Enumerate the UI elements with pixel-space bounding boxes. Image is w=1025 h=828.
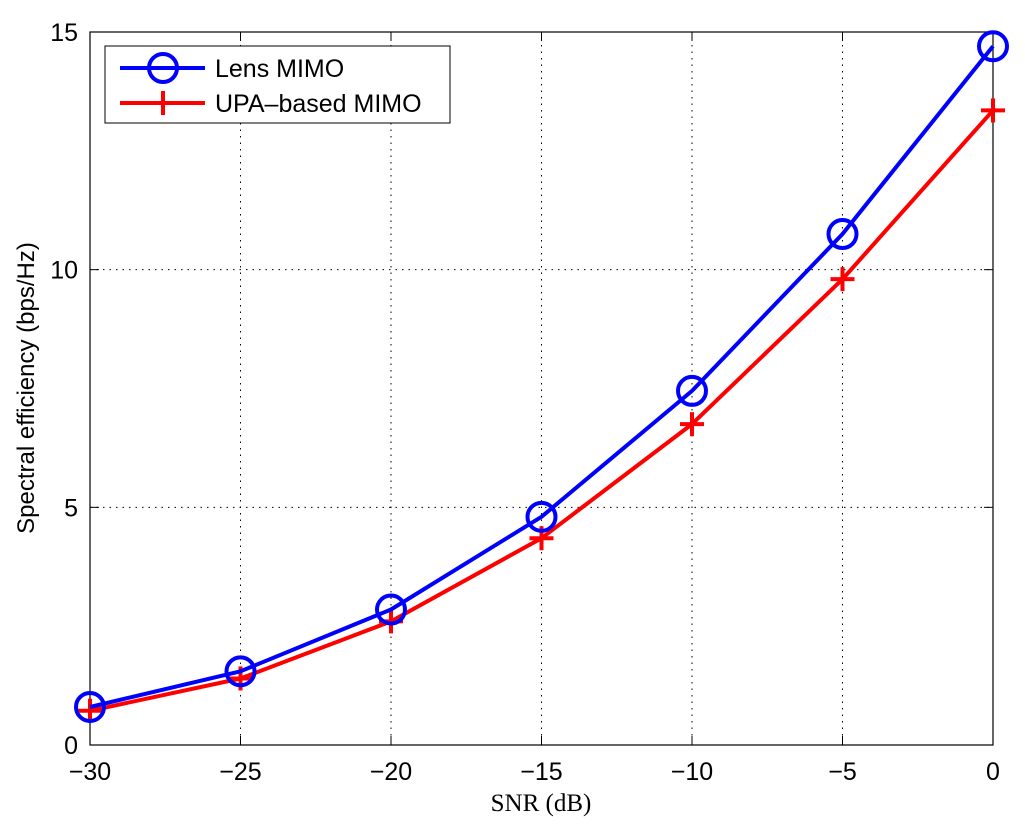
- legend: Lens MIMO UPA–based MIMO: [104, 45, 451, 124]
- data-point-lens-mimo: [224, 655, 257, 688]
- axes: −30 −25 −20 −15 −10 −5 0 0 5 10 15: [50, 19, 1000, 786]
- x-tick-label: −15: [520, 758, 562, 786]
- y-tick-label: 0: [64, 732, 78, 760]
- data-point-lens-mimo: [676, 374, 708, 407]
- data-point-upa-mimo: [680, 412, 704, 437]
- x-tick-label: −5: [828, 758, 857, 786]
- x-tick-label: −10: [671, 758, 713, 786]
- x-axis-label: SNR (dB): [491, 790, 592, 817]
- x-tick-label: −30: [69, 758, 111, 786]
- data-point-lens-mimo: [977, 30, 1009, 63]
- data-point-lens-mimo: [375, 593, 407, 626]
- data-point-upa-mimo: [78, 698, 102, 723]
- y-tick-label: 15: [50, 19, 78, 47]
- data-point-lens-mimo: [826, 218, 859, 251]
- legend-label-lens-mimo: Lens MIMO: [215, 55, 344, 83]
- y-tick-label: 5: [64, 494, 78, 522]
- legend-label-upa-mimo: UPA–based MIMO: [215, 90, 422, 118]
- data-point-lens-mimo: [525, 500, 558, 533]
- x-tick-label: 0: [986, 758, 1000, 786]
- y-tick-label: 10: [50, 257, 78, 285]
- series-line-lens-mimo: [89, 45, 995, 709]
- data-point-lens-mimo: [74, 690, 106, 723]
- legend-marker-lens-mimo: [147, 52, 179, 84]
- legend-marker-upa-mimo: [151, 91, 175, 115]
- series-layer: [74, 30, 1009, 723]
- x-tick-label: −20: [370, 758, 412, 786]
- data-point-upa-mimo: [830, 267, 855, 292]
- grid: [90, 32, 993, 745]
- x-tick-label: −25: [219, 758, 261, 786]
- y-axis-label: Spectral efficiency (bps/Hz): [13, 242, 40, 534]
- data-point-upa-mimo: [981, 98, 1005, 123]
